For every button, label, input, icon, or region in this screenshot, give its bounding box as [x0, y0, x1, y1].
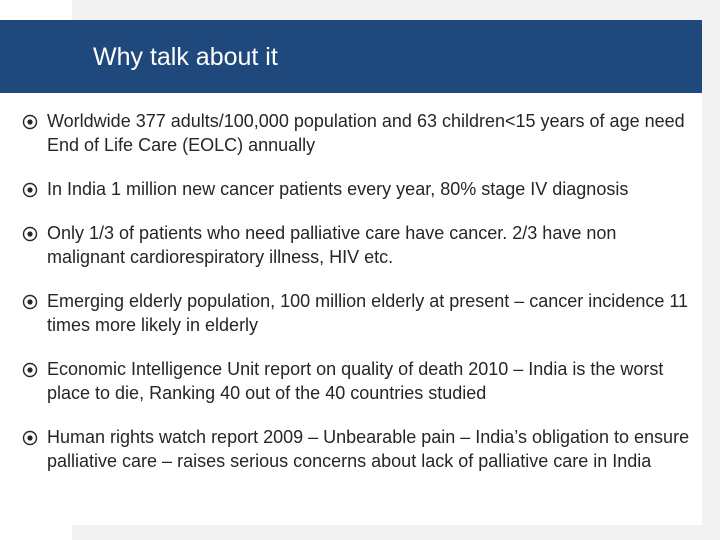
bottom-decorative-strip [72, 525, 702, 540]
target-icon [22, 430, 38, 446]
right-decorative-strip [702, 0, 720, 540]
bullet-text: Human rights watch report 2009 – Unbeara… [47, 427, 690, 471]
bullet-text: In India 1 million new cancer patients e… [47, 179, 629, 199]
target-icon [22, 294, 38, 310]
bullet-item-india-cancer: In India 1 million new cancer patients e… [22, 177, 702, 201]
bullet-item-quality-of-death: Economic Intelligence Unit report on qua… [22, 357, 702, 405]
bullet-text: Worldwide 377 adults/100,000 population … [47, 111, 685, 155]
target-icon [22, 226, 38, 242]
target-icon [22, 182, 38, 198]
bullet-text: Emerging elderly population, 100 million… [47, 291, 689, 335]
top-decorative-strip [72, 0, 702, 20]
bullet-item-worldwide-need: Worldwide 377 adults/100,000 population … [22, 109, 702, 157]
bullet-text: Only 1/3 of patients who need palliative… [47, 223, 617, 267]
bullet-item-human-rights: Human rights watch report 2009 – Unbeara… [22, 425, 702, 473]
target-icon [22, 362, 38, 378]
bullet-item-palliative-share: Only 1/3 of patients who need palliative… [22, 221, 702, 269]
slide-title: Why talk about it [93, 43, 278, 71]
bullet-text: Economic Intelligence Unit report on qua… [47, 359, 664, 403]
bullet-item-elderly-population: Emerging elderly population, 100 million… [22, 289, 702, 337]
target-icon [22, 114, 38, 130]
title-bar [0, 20, 702, 93]
